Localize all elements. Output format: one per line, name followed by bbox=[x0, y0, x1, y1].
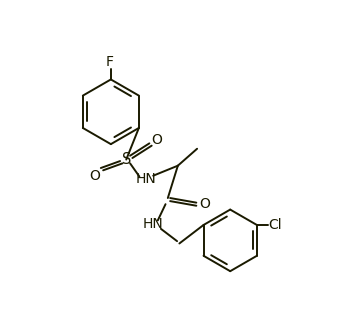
Text: HN: HN bbox=[143, 217, 164, 231]
Text: F: F bbox=[106, 55, 114, 69]
Text: S: S bbox=[122, 152, 131, 167]
Text: O: O bbox=[199, 197, 210, 211]
Text: HN: HN bbox=[135, 172, 156, 186]
Text: O: O bbox=[89, 169, 100, 183]
Text: Cl: Cl bbox=[269, 218, 282, 232]
Text: O: O bbox=[151, 133, 162, 147]
